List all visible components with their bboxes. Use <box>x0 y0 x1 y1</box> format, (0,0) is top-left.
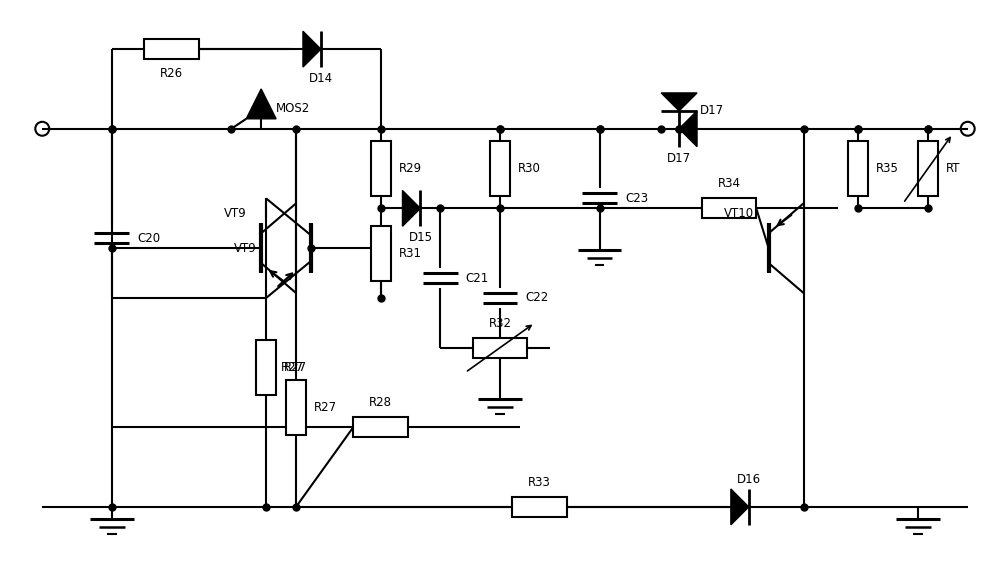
Text: R28: R28 <box>369 396 392 410</box>
Bar <box>371 141 391 196</box>
Text: C21: C21 <box>466 272 489 285</box>
Text: R27: R27 <box>281 361 304 374</box>
Text: D17: D17 <box>700 105 724 118</box>
Text: C23: C23 <box>625 192 648 205</box>
Text: D17: D17 <box>667 152 691 165</box>
Text: MOS2: MOS2 <box>276 102 310 115</box>
Bar <box>144 39 199 59</box>
Text: R29: R29 <box>398 162 422 175</box>
Bar <box>353 417 408 437</box>
Text: R30: R30 <box>518 162 541 175</box>
Text: VT9: VT9 <box>223 207 246 220</box>
Text: R31: R31 <box>398 247 421 260</box>
Polygon shape <box>303 31 321 67</box>
Text: VT10: VT10 <box>724 207 754 220</box>
Text: D15: D15 <box>408 231 432 244</box>
Polygon shape <box>246 89 276 119</box>
Polygon shape <box>679 111 697 147</box>
Text: VT9: VT9 <box>233 241 256 254</box>
Text: R26: R26 <box>160 67 183 80</box>
Polygon shape <box>402 190 420 226</box>
Bar <box>371 226 391 281</box>
Text: RT: RT <box>946 162 960 175</box>
Bar <box>286 380 306 435</box>
Text: C20: C20 <box>137 232 160 245</box>
Bar <box>918 141 938 196</box>
Text: D14: D14 <box>309 72 333 85</box>
Text: R34: R34 <box>717 177 740 190</box>
Bar <box>702 198 756 218</box>
Text: R32: R32 <box>488 317 512 330</box>
Text: R27: R27 <box>314 401 337 414</box>
Bar <box>256 340 276 395</box>
Polygon shape <box>731 489 749 525</box>
Bar <box>473 338 527 358</box>
Text: R35: R35 <box>876 162 899 175</box>
Bar <box>512 497 567 517</box>
Bar <box>490 141 510 196</box>
Text: D16: D16 <box>737 473 761 486</box>
Text: C22: C22 <box>525 291 549 304</box>
Polygon shape <box>661 93 697 111</box>
Text: R27: R27 <box>284 361 307 374</box>
Text: R33: R33 <box>528 476 551 489</box>
Bar <box>848 141 868 196</box>
